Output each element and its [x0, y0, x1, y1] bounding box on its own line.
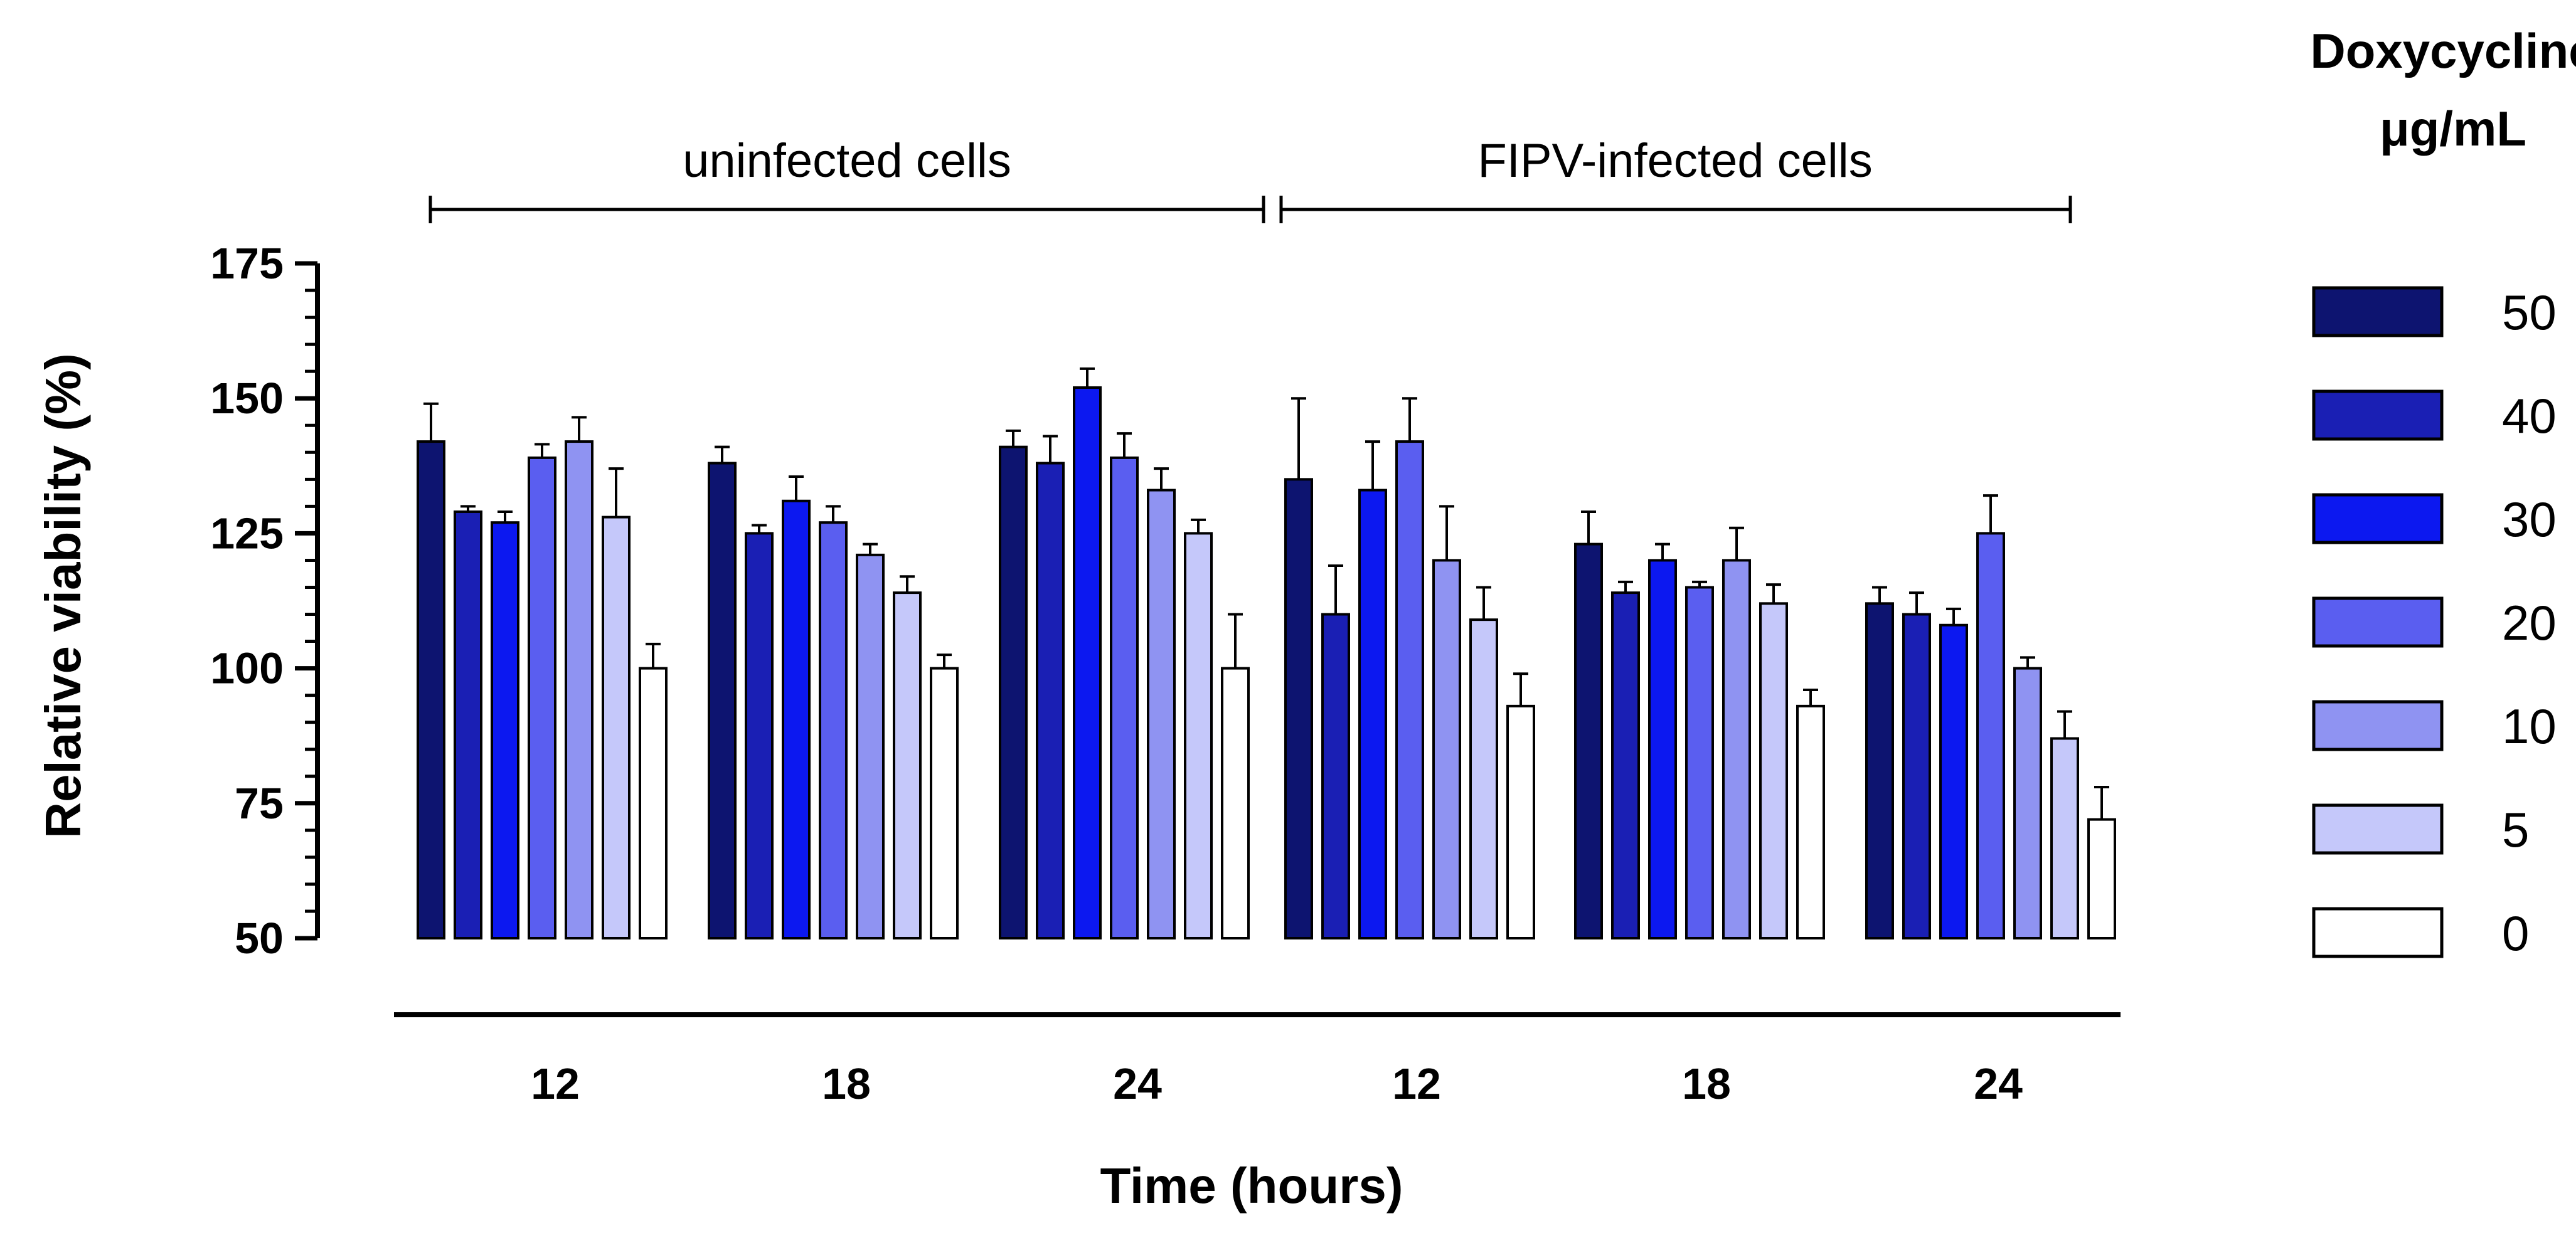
x-tick-label: 24: [1974, 1059, 2023, 1108]
bar-20-0: [528, 456, 556, 939]
bar-0-1: [930, 667, 959, 939]
bar-30-1: [782, 499, 811, 939]
bar-0-4: [1796, 704, 1825, 939]
legend-label: 20: [2502, 595, 2557, 650]
legend-swatch-5: [2312, 803, 2444, 855]
x-tick-labels: 12 18 24 12 18 24: [531, 1059, 2023, 1108]
bar-10-5: [2013, 667, 2042, 939]
bar-40-3: [1321, 613, 1350, 939]
bar-20-1: [819, 521, 848, 939]
bar-20-5: [1976, 532, 2005, 939]
bar-40-2: [1036, 462, 1065, 939]
bar-50-4: [1574, 542, 1603, 939]
y-tick-label: 125: [210, 509, 284, 558]
y-ticks: 50 75 100 125 150 175: [210, 239, 317, 963]
legend-swatch-10: [2312, 700, 2444, 751]
bar-50-2: [999, 445, 1028, 939]
x-axis-title: Time (hours): [1100, 1158, 1403, 1214]
bar-5-3: [1469, 618, 1498, 939]
x-tick-label: 12: [531, 1059, 580, 1108]
bar-50-3: [1284, 478, 1313, 939]
bar-10-0: [565, 440, 593, 939]
bar-10-3: [1432, 559, 1461, 939]
bar-20-4: [1685, 586, 1714, 939]
x-tick-label: 18: [822, 1059, 871, 1108]
bar-0-3: [1506, 704, 1535, 939]
legend-label: 10: [2502, 699, 2557, 754]
bar-10-1: [856, 553, 885, 939]
y-axis-title: Relative viability (%): [35, 353, 91, 839]
bar-50-1: [708, 462, 737, 939]
x-tick-label: 12: [1392, 1059, 1441, 1108]
bar-30-2: [1073, 386, 1102, 939]
legend-swatch-20: [2312, 596, 2444, 648]
bars: [417, 367, 2116, 940]
legend-label: 5: [2502, 802, 2529, 857]
legend-label: 40: [2502, 388, 2557, 443]
legend-swatch-50: [2312, 286, 2444, 337]
bar-40-1: [745, 532, 774, 939]
y-tick-label: 50: [235, 914, 284, 963]
bar-40-0: [454, 510, 482, 939]
group-brackets: uninfected cells FIPV-infected cells: [428, 134, 2072, 223]
bar-10-4: [1722, 559, 1751, 939]
bar-0-0: [639, 667, 668, 939]
axes: [315, 263, 2121, 1017]
bar-30-4: [1648, 559, 1677, 939]
bar-40-4: [1611, 591, 1640, 939]
bar-30-3: [1358, 489, 1387, 939]
bar-5-1: [893, 591, 922, 939]
group-label-infected: FIPV-infected cells: [1477, 134, 1872, 188]
bar-0-5: [2087, 818, 2116, 940]
y-tick-label: 75: [235, 779, 284, 828]
bar-50-5: [1865, 602, 1894, 939]
legend-swatch-40: [2312, 389, 2444, 441]
bar-0-2: [1221, 667, 1250, 939]
bar-30-5: [1939, 623, 1968, 940]
bar-10-2: [1147, 489, 1176, 939]
legend-label: 30: [2502, 492, 2557, 547]
bar-20-3: [1395, 440, 1424, 939]
y-tick-label: 100: [210, 644, 284, 693]
x-tick-label: 24: [1113, 1059, 1162, 1108]
bar-5-4: [1759, 602, 1788, 939]
legend-label: 0: [2502, 906, 2529, 961]
legend-swatch-30: [2312, 493, 2444, 544]
y-tick-label: 150: [210, 374, 284, 423]
bar-5-2: [1184, 532, 1213, 939]
x-tick-label: 18: [1682, 1059, 1731, 1108]
bar-50-0: [417, 440, 445, 939]
legend-label: 50: [2502, 285, 2557, 340]
y-tick-label: 175: [210, 239, 284, 288]
legend-title: Doxycycline: [2310, 23, 2576, 78]
group-label-uninfected: uninfected cells: [683, 134, 1011, 188]
legend-subtitle: μg/mL: [2380, 101, 2526, 156]
bar-5-0: [602, 516, 631, 939]
bar-5-5: [2050, 737, 2079, 940]
bar-30-0: [491, 521, 519, 939]
bar-40-5: [1902, 613, 1931, 939]
legend-swatch-0: [2312, 907, 2444, 958]
bar-20-2: [1110, 456, 1139, 939]
